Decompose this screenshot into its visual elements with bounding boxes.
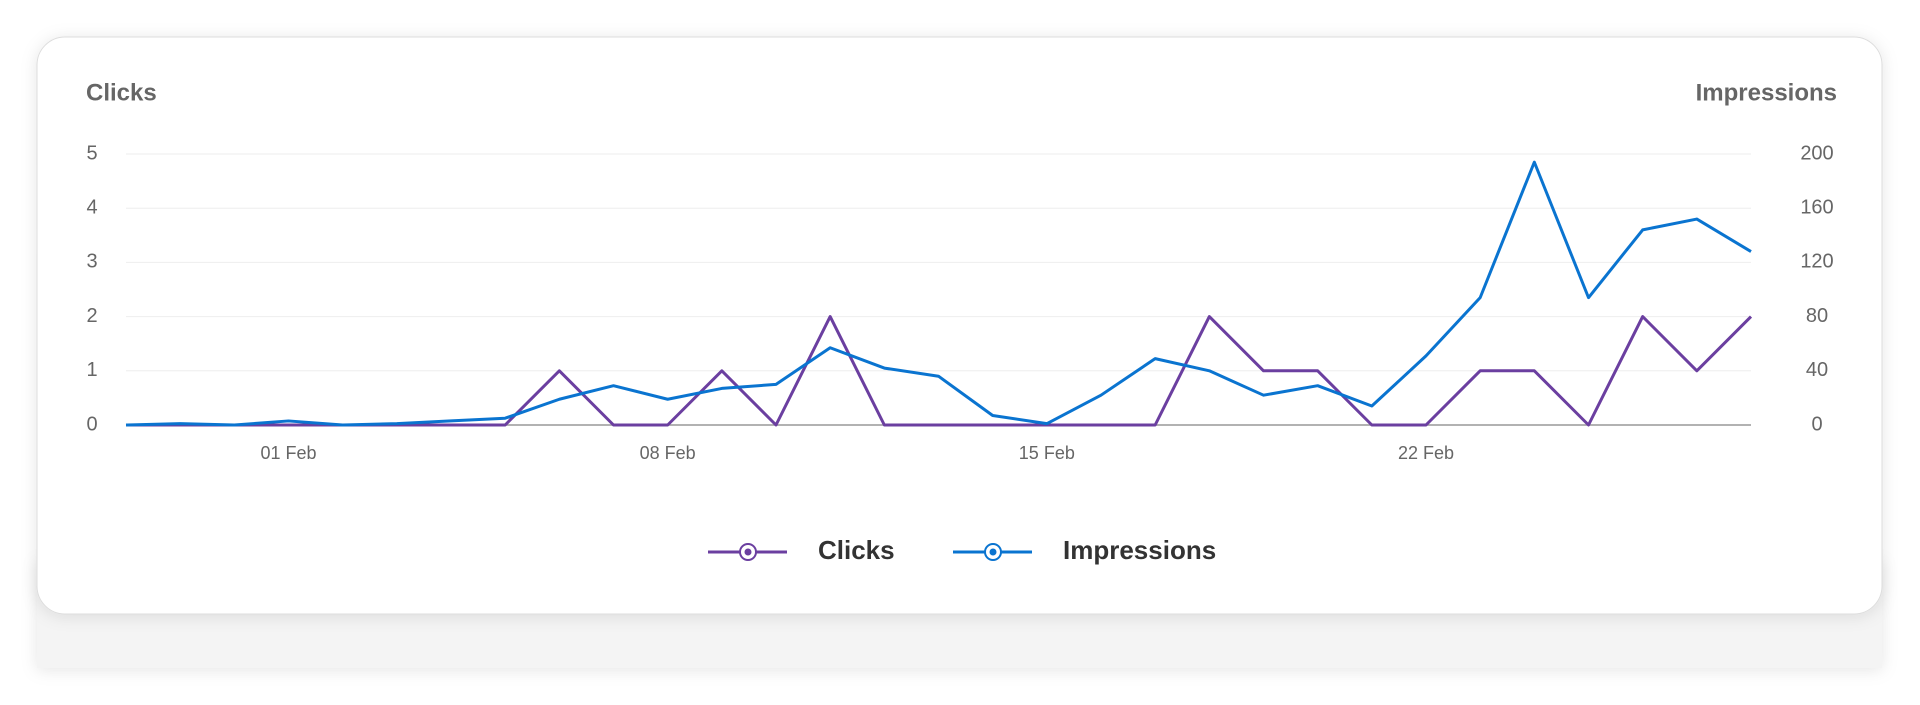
- series-line: [125, 160, 1752, 427]
- x-tick-label: 08 Feb: [640, 443, 696, 463]
- y2-tick-label: 40: [1806, 359, 1828, 381]
- card: [36, 36, 1883, 615]
- y-tick-label: 4: [86, 196, 97, 218]
- y-axis-title: Clicks: [86, 79, 157, 106]
- x-tick-label: 22 Feb: [1398, 443, 1454, 463]
- y2-tick-label: 0: [1811, 413, 1822, 435]
- y2-tick-label: 80: [1806, 305, 1828, 327]
- legend-label[interactable]: Impressions: [1063, 535, 1216, 565]
- y-tick-label: 3: [86, 251, 97, 273]
- legend-label[interactable]: Clicks: [818, 535, 895, 565]
- y2-tick-label: 200: [1800, 142, 1833, 164]
- y2-tick-label: 160: [1800, 196, 1833, 218]
- y2-tick-label: 120: [1800, 251, 1833, 273]
- x-tick-label: 01 Feb: [260, 443, 316, 463]
- y-tick-label: 2: [86, 305, 97, 327]
- y2-axis-title: Impressions: [1696, 79, 1837, 106]
- legend-dot[interactable]: [744, 548, 752, 556]
- y-tick-label: 5: [86, 142, 97, 164]
- x-tick-label: 15 Feb: [1019, 443, 1075, 463]
- legend-dot[interactable]: [989, 548, 997, 556]
- y-tick-label: 0: [86, 413, 97, 435]
- y-tick-label: 1: [86, 359, 97, 381]
